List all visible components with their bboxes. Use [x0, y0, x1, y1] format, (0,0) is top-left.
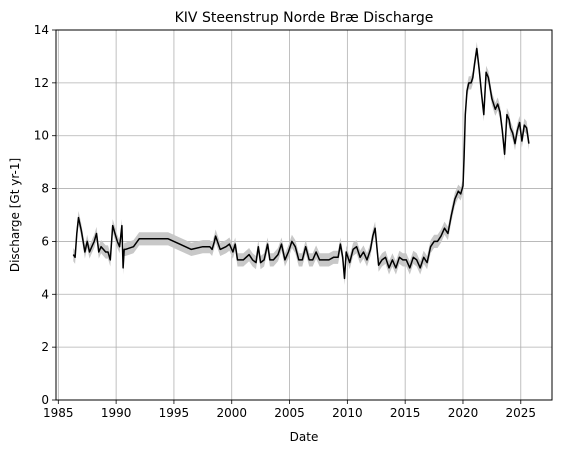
x-axis-label: Date: [290, 430, 319, 444]
x-tick-label: 2005: [274, 406, 305, 420]
x-tick-label: 1995: [159, 406, 190, 420]
y-tick-label: 14: [34, 23, 49, 37]
ticks: 1985 1990 1995 2000 2005 2010 2015 2020 2025 0 2 4 6…: [34, 23, 536, 420]
y-tick-label: 0: [41, 393, 49, 407]
x-tick-label: 2025: [506, 406, 537, 420]
x-tick-label: 1990: [101, 406, 132, 420]
x-tick-label: 1985: [43, 406, 74, 420]
y-tick-label: 4: [41, 287, 49, 301]
y-tick-label: 2: [41, 340, 49, 354]
y-tick-label: 8: [41, 182, 49, 196]
x-tick-label: 2000: [216, 406, 247, 420]
x-tick-label: 2010: [332, 406, 363, 420]
y-tick-label: 10: [34, 129, 49, 143]
plot-frame: [55, 29, 553, 401]
series-line-layer: [72, 47, 530, 280]
y-tick-label: 12: [34, 76, 49, 90]
chart-title: KIV Steenstrup Norde Bræ Discharge: [175, 10, 434, 26]
y-tick-label: 6: [41, 234, 49, 248]
x-tick-label: 2015: [390, 406, 421, 420]
y-axis-label: Discharge [Gt yr-1]: [8, 158, 22, 272]
x-tick-label: 2020: [448, 406, 479, 420]
discharge-series-line: [72, 47, 530, 280]
